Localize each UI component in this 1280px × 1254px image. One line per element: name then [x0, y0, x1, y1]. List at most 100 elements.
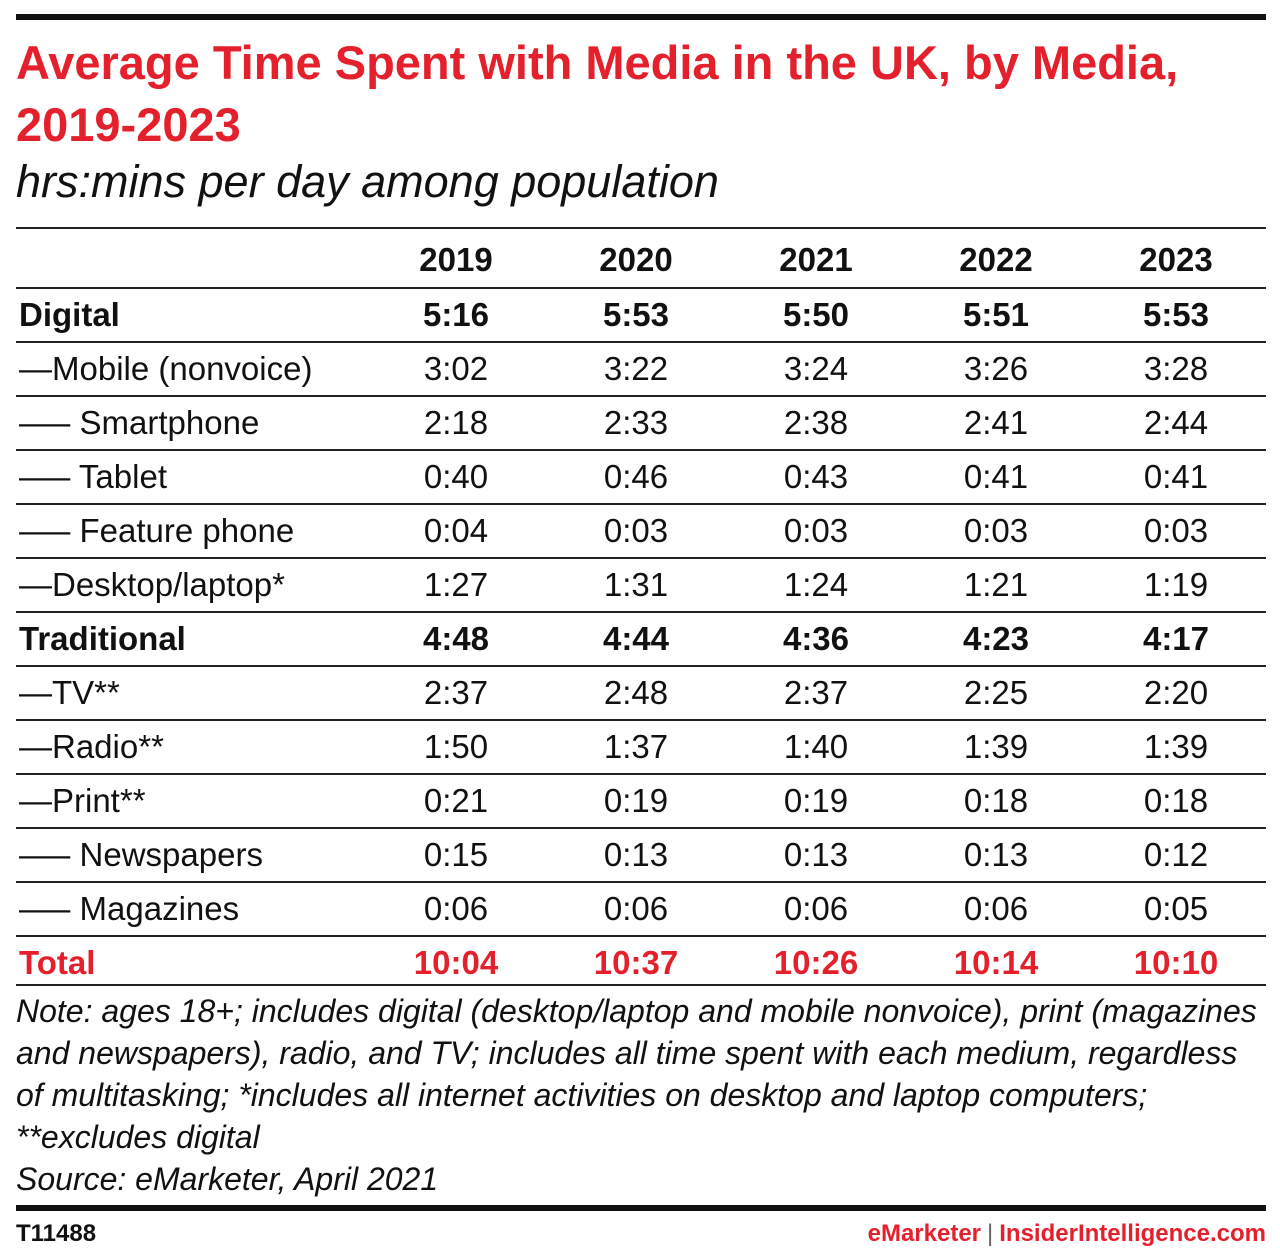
value-cell: 0:19 [726, 774, 906, 829]
value-cell: 1:27 [366, 558, 546, 613]
table-body: Digital 5:16 5:53 5:50 5:51 5:53 —Mobile (nonv… [16, 288, 1266, 989]
footer-brand: eMarketer | InsiderIntelligence.com [868, 1220, 1266, 1248]
row-label: —Print** [16, 774, 366, 829]
row-label: —– Feature phone [16, 504, 366, 559]
value-cell: 10:26 [773, 944, 859, 981]
row-label: —– Smartphone [16, 396, 366, 451]
table-row: —– Tablet 0:40 0:46 0:43 0:41 0:41 [16, 450, 1266, 505]
value-cell: 10:14 [953, 944, 1039, 981]
value-cell: 10:04 [413, 944, 499, 981]
value-cell: 0:13 [906, 828, 1086, 883]
header-label-cell [16, 233, 366, 289]
data-table: 2019 2020 2021 2022 2023 Digital 5:16 5:53… [16, 233, 1266, 989]
value-cell: 1:21 [906, 558, 1086, 613]
value-cell: 0:41 [1086, 450, 1266, 505]
value-cell: 0:18 [906, 774, 1086, 829]
value-cell: 2:41 [906, 396, 1086, 451]
value-cell: 2:33 [546, 396, 726, 451]
notes-divider [16, 984, 1266, 986]
value-cell: 5:50 [726, 288, 906, 343]
value-cell: 4:23 [906, 612, 1086, 667]
value-cell: 5:53 [1086, 288, 1266, 343]
notes-block: Note: ages 18+; includes digital (deskto… [16, 990, 1266, 1200]
value-cell: 4:44 [546, 612, 726, 667]
year-header-2019: 2019 [366, 233, 546, 289]
value-cell: 1:40 [726, 720, 906, 775]
table-row: —– Feature phone 0:04 0:03 0:03 0:03 0:03 [16, 504, 1266, 559]
value-cell: 2:37 [726, 666, 906, 721]
value-cell: 1:50 [366, 720, 546, 775]
value-cell: 2:38 [726, 396, 906, 451]
value-cell: 1:39 [906, 720, 1086, 775]
value-cell: 2:48 [546, 666, 726, 721]
value-cell: 2:20 [1086, 666, 1266, 721]
value-cell: 4:36 [726, 612, 906, 667]
bottom-rule [16, 1205, 1266, 1211]
value-cell: 0:05 [1086, 882, 1266, 937]
note-text: Note: ages 18+; includes digital (deskto… [16, 993, 1257, 1155]
table-row: —– Smartphone 2:18 2:33 2:38 2:41 2:44 [16, 396, 1266, 451]
value-cell: 0:03 [1086, 504, 1266, 559]
year-header-2022: 2022 [906, 233, 1086, 289]
year-header-2020: 2020 [546, 233, 726, 289]
header-row: 2019 2020 2021 2022 2023 [16, 233, 1266, 289]
row-label: —TV** [16, 666, 366, 721]
table-row: —Mobile (nonvoice) 3:02 3:22 3:24 3:26 3:28 [16, 342, 1266, 397]
value-cell: 10:10 [1133, 944, 1219, 981]
value-cell: 3:22 [546, 342, 726, 397]
value-cell: 0:12 [1086, 828, 1266, 883]
value-cell: 3:26 [906, 342, 1086, 397]
chart-title: Average Time Spent with Media in the UK,… [16, 36, 1179, 151]
value-cell: 0:06 [726, 882, 906, 937]
value-cell: 5:53 [546, 288, 726, 343]
value-cell: 0:13 [546, 828, 726, 883]
year-header-2023: 2023 [1086, 233, 1266, 289]
value-cell: 0:06 [366, 882, 546, 937]
value-cell: 2:18 [366, 396, 546, 451]
row-label: Digital [16, 288, 366, 343]
value-cell: 0:21 [366, 774, 546, 829]
value-cell: 4:48 [366, 612, 546, 667]
table-row: —– Newspapers 0:15 0:13 0:13 0:13 0:12 [16, 828, 1266, 883]
value-cell: 0:41 [906, 450, 1086, 505]
brand-insider-intelligence: InsiderIntelligence.com [999, 1220, 1266, 1247]
value-cell: 0:40 [366, 450, 546, 505]
value-cell: 2:44 [1086, 396, 1266, 451]
row-label: —Mobile (nonvoice) [16, 342, 366, 397]
table-row: —– Magazines 0:06 0:06 0:06 0:06 0:05 [16, 882, 1266, 937]
value-cell: 0:03 [726, 504, 906, 559]
value-cell: 3:28 [1086, 342, 1266, 397]
brand-emarketer: eMarketer [867, 1220, 982, 1247]
table-row: Total 10:04 10:37 10:26 10:14 10:10 [16, 936, 1266, 989]
value-cell: 0:18 [1086, 774, 1266, 829]
value-cell: 0:04 [366, 504, 546, 559]
value-cell: 0:06 [546, 882, 726, 937]
value-cell: 1:37 [546, 720, 726, 775]
source-text: Source: eMarketer, April 2021 [16, 1161, 439, 1197]
value-cell: 0:06 [906, 882, 1086, 937]
brand-separator: | [987, 1220, 994, 1247]
chart-subtitle: hrs:mins per day among population [16, 156, 719, 207]
year-header-2021: 2021 [726, 233, 906, 289]
value-cell: 1:19 [1086, 558, 1266, 613]
value-cell: 0:43 [726, 450, 906, 505]
value-cell: 0:46 [546, 450, 726, 505]
row-label: Total [19, 944, 96, 981]
value-cell: 3:02 [366, 342, 546, 397]
table-row: Digital 5:16 5:53 5:50 5:51 5:53 [16, 288, 1266, 343]
row-label: —– Magazines [16, 882, 366, 937]
value-cell: 10:37 [593, 944, 679, 981]
value-cell: 2:25 [906, 666, 1086, 721]
subtitle-divider [16, 227, 1266, 229]
table-row: —Radio** 1:50 1:37 1:40 1:39 1:39 [16, 720, 1266, 775]
value-cell: 0:03 [546, 504, 726, 559]
chart-id: T11488 [16, 1220, 97, 1247]
value-cell: 4:17 [1086, 612, 1266, 667]
value-cell: 5:16 [366, 288, 546, 343]
table-row: —TV** 2:37 2:48 2:37 2:25 2:20 [16, 666, 1266, 721]
value-cell: 0:03 [906, 504, 1086, 559]
row-label: Traditional [16, 612, 366, 667]
table-row: —Print** 0:21 0:19 0:19 0:18 0:18 [16, 774, 1266, 829]
table-row: Traditional 4:48 4:44 4:36 4:23 4:17 [16, 612, 1266, 667]
value-cell: 1:31 [546, 558, 726, 613]
